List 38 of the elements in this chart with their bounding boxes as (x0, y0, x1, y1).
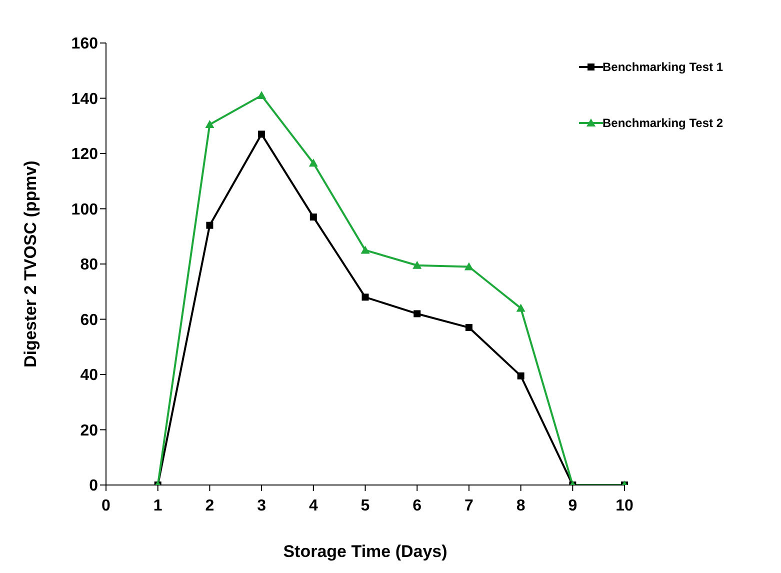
y-tick-label: 20 (80, 422, 98, 440)
x-tick-label: 6 (412, 497, 422, 514)
y-tick-label: 80 (80, 256, 98, 274)
x-tick-label: 3 (257, 497, 266, 514)
point (310, 214, 317, 221)
point (517, 372, 524, 380)
x-tick-label: 7 (464, 497, 474, 514)
x-tick-label: 10 (616, 497, 634, 514)
legend-label: Benchmarking Test 1 (602, 60, 723, 74)
y-tick-label: 100 (71, 201, 98, 218)
x-tick-label: 4 (308, 497, 318, 514)
y-tick-label: 160 (71, 36, 98, 53)
x-tick-label: 2 (205, 497, 214, 514)
y-tick-label: 60 (80, 312, 98, 329)
x-axis-title: Storage Time (Days) (283, 542, 448, 561)
y-tick-label: 120 (71, 146, 98, 164)
point (362, 294, 369, 301)
x-tick-label: 9 (568, 497, 578, 514)
x-tick-label: 0 (102, 497, 111, 514)
y-axis-title: Digester 2 TVOSC (ppmv) (21, 160, 40, 368)
y-tick-label: 0 (89, 478, 98, 495)
point (414, 310, 421, 318)
point (465, 324, 472, 332)
point (205, 120, 214, 128)
point (206, 222, 214, 229)
y-tick-label: 40 (80, 367, 98, 384)
x-tick-label: 5 (360, 497, 370, 514)
x-tick-label: 1 (153, 497, 162, 514)
x-tick-label: 8 (516, 497, 526, 514)
y-tick-label: 140 (71, 90, 98, 108)
point (257, 90, 266, 99)
point (464, 262, 474, 270)
point (360, 246, 370, 254)
point (258, 130, 266, 138)
legend-label: Benchmarking Test 2 (602, 116, 723, 130)
point (516, 304, 526, 312)
point (308, 158, 318, 167)
point (412, 260, 422, 269)
